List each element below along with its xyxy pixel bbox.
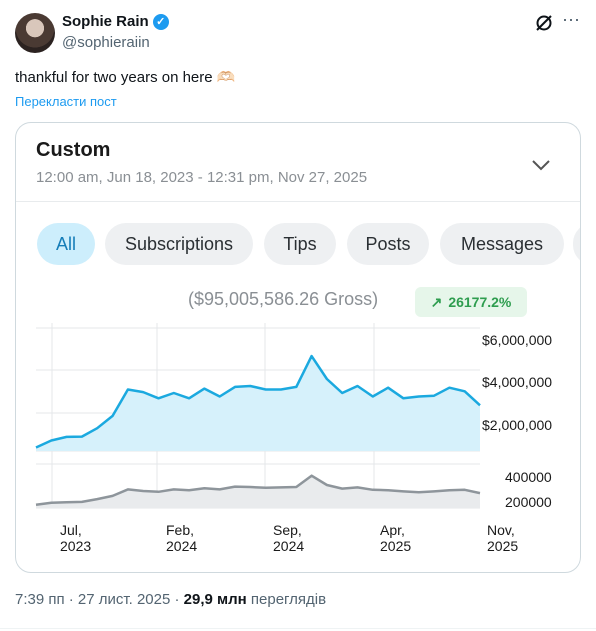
author-handle[interactable]: @sophieraiin xyxy=(62,34,150,51)
y-tick-label: $6,000,000 xyxy=(482,332,553,348)
verified-badge-icon: ✓ xyxy=(152,13,169,30)
revenue-line xyxy=(35,354,481,449)
y-tick-label: $4,000,000 xyxy=(482,374,553,390)
author-name[interactable]: Sophie Rain xyxy=(62,13,149,30)
x-tick-label: Apr, 2025 xyxy=(380,522,412,554)
filter-tips: Tips xyxy=(264,223,336,265)
filter-posts: Posts xyxy=(347,223,429,265)
tweet-time[interactable]: 7:39 пп · 27 лист. 2025 · xyxy=(15,591,184,608)
tweet-timestamp-row: 7:39 пп · 27 лист. 2025 · 29,9 млн перег… xyxy=(15,591,326,608)
revenue-line-fill xyxy=(36,356,480,451)
date-range: 12:00 am, Jun 18, 2023 - 12:31 pm, Nov 2… xyxy=(36,169,368,186)
tweet-text: thankful for two years on here 🫶🏻 xyxy=(15,69,236,86)
chevron-down-icon xyxy=(532,160,550,171)
avatar[interactable] xyxy=(15,13,55,53)
change-badge: ↗ 26177.2% xyxy=(415,287,527,317)
divider xyxy=(0,628,596,629)
filter-more xyxy=(573,223,580,265)
range-title: Custom xyxy=(36,139,111,161)
x-tick-label: Nov, 2025 xyxy=(487,522,519,554)
y-tick-label: 400000 xyxy=(505,469,552,485)
author-name-row[interactable]: Sophie Rain ✓ xyxy=(62,13,169,30)
more-options-icon[interactable]: ⋯ xyxy=(562,10,581,30)
filter-subscriptions: Subscriptions xyxy=(105,223,253,265)
view-count: 29,9 млн xyxy=(183,591,247,608)
x-tick-label: Feb, 2024 xyxy=(166,522,198,554)
y-tick-label: $2,000,000 xyxy=(482,417,553,433)
translate-link[interactable]: Перекласти пост xyxy=(15,94,117,109)
gross-total: ($95,005,586.26 Gross) xyxy=(188,289,379,309)
filter-messages: Messages xyxy=(440,223,564,265)
media-image[interactable]: Custom 12:00 am, Jun 18, 2023 - 12:31 pm… xyxy=(15,122,581,573)
divider xyxy=(16,201,580,202)
count-line-fill xyxy=(36,475,480,508)
count-line xyxy=(35,474,481,507)
revenue-chart xyxy=(35,323,481,509)
grok-icon[interactable] xyxy=(534,13,554,33)
y-tick-label: 200000 xyxy=(505,494,552,510)
views-label: переглядів xyxy=(246,591,327,608)
filter-all: All xyxy=(37,223,95,265)
x-tick-label: Sep, 2024 xyxy=(273,522,305,554)
change-value: 26177.2% xyxy=(448,294,512,310)
x-tick-label: Jul, 2023 xyxy=(60,522,92,554)
arrow-up-right-icon: ↗ xyxy=(430,293,443,310)
